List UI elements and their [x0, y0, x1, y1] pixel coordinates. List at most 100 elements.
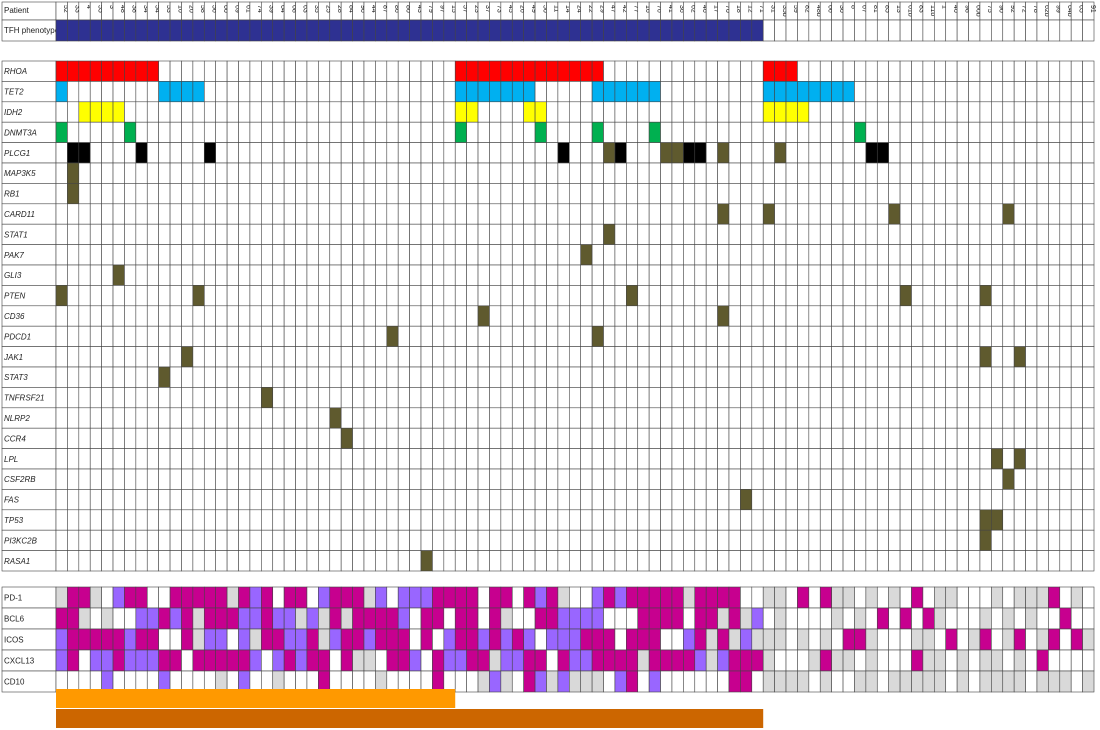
gene-cell	[911, 325, 924, 347]
gene-cell	[124, 468, 137, 490]
ihc-cell	[899, 670, 912, 693]
gene-cell	[797, 509, 810, 531]
gene-cell	[101, 223, 114, 245]
patient-id: 97	[439, 5, 446, 13]
gene-cell	[1036, 529, 1049, 551]
gene-cell	[158, 223, 171, 245]
gene-cell	[865, 244, 878, 266]
gene-cell	[797, 468, 810, 490]
gene-cell	[181, 448, 194, 470]
gene-cell	[352, 162, 365, 184]
gene-cell	[854, 162, 867, 184]
gene-cell	[158, 142, 171, 164]
gene-cell	[614, 346, 627, 368]
gene-cell	[249, 387, 262, 409]
gene-cell	[568, 203, 582, 225]
gene-cell	[626, 203, 639, 225]
gene-cell	[1082, 387, 1095, 409]
gene-cell	[876, 427, 889, 449]
gene-cell	[352, 264, 365, 286]
gene-cell	[660, 325, 673, 347]
mutation-cell	[785, 81, 798, 103]
gene-cell	[694, 81, 707, 103]
gene-cell	[146, 529, 159, 551]
phenotype-cell	[603, 19, 616, 42]
gene-cell	[774, 325, 787, 347]
gene-cell	[169, 223, 182, 245]
gene-cell	[500, 101, 513, 123]
gene-cell	[306, 183, 319, 205]
patient-id: 75	[986, 5, 993, 13]
gene-cell	[580, 264, 593, 286]
gene-cell	[89, 550, 102, 572]
gene-cell	[705, 183, 718, 205]
ihc-cell	[420, 649, 433, 672]
gene-cell	[511, 101, 524, 123]
ihc-cell	[534, 628, 547, 651]
gene-cell	[283, 407, 296, 429]
gene-cell	[1082, 223, 1095, 245]
gene-cell	[420, 81, 433, 103]
gene-cell	[614, 509, 627, 531]
ihc-cell	[1082, 649, 1095, 672]
mutation-cell	[169, 81, 182, 103]
gene-cell	[203, 285, 216, 307]
gene-cell	[831, 285, 844, 307]
gene-cell	[968, 60, 981, 82]
gene-cell	[386, 346, 399, 368]
gene-cell	[876, 162, 889, 184]
mutation-cell	[500, 81, 513, 103]
gene-cell	[831, 244, 844, 266]
gene-cell	[568, 264, 582, 286]
gene-cell	[956, 448, 969, 470]
gene-cell	[1082, 81, 1095, 103]
gene-cell	[238, 121, 251, 143]
gene-cell	[318, 427, 331, 449]
phenotype-cell	[432, 19, 445, 42]
gene-cell	[831, 325, 844, 347]
gene-cell	[694, 387, 707, 409]
patient-id: 8	[849, 5, 856, 9]
gene-cell	[226, 489, 239, 511]
gene-label: STAT3	[4, 373, 28, 382]
gene-cell	[409, 448, 422, 470]
ihc-cell	[1002, 649, 1015, 672]
gene-cell	[397, 223, 410, 245]
gene-cell	[1013, 121, 1026, 143]
gene-cell	[785, 366, 798, 388]
gene-cell	[192, 407, 205, 429]
gene-cell	[146, 427, 159, 449]
patient-id: 81	[872, 5, 879, 13]
ihc-cell	[295, 586, 308, 609]
gene-cell	[580, 162, 593, 184]
ihc-cell	[181, 649, 194, 672]
gene-cell	[785, 489, 798, 511]
gene-cell	[1013, 162, 1026, 184]
ihc-cell	[728, 607, 741, 630]
gene-cell	[831, 448, 844, 470]
gene-cell	[899, 81, 912, 103]
gene-cell	[808, 162, 821, 184]
gene-cell	[785, 468, 798, 490]
ihc-cell	[477, 607, 490, 630]
gene-cell	[261, 183, 274, 205]
gene-cell	[363, 427, 376, 449]
gene-cell	[774, 509, 787, 531]
phenotype-cell	[466, 19, 479, 42]
gene-cell	[306, 162, 319, 184]
ihc-cell	[181, 586, 194, 609]
gene-cell	[557, 162, 570, 184]
gene-cell	[797, 550, 810, 572]
gene-cell	[67, 325, 80, 347]
ihc-cell	[626, 628, 639, 651]
gene-cell	[1082, 427, 1095, 449]
gene-cell	[477, 509, 490, 531]
gene-cell	[397, 264, 410, 286]
phenotype-cell	[580, 19, 593, 42]
ihc-cell	[500, 649, 513, 672]
gene-cell	[888, 162, 901, 184]
gene-cell	[409, 468, 422, 490]
phenotype-cell	[557, 19, 570, 42]
gene-cell	[557, 489, 570, 511]
gene-cell	[329, 264, 342, 286]
